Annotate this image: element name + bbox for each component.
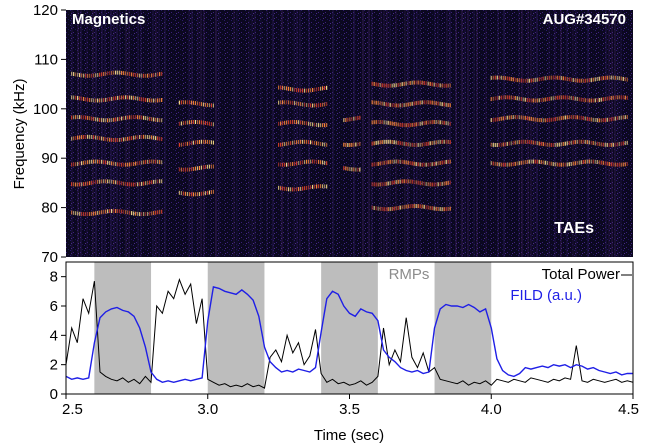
fild-line [66, 286, 633, 384]
rmp-shaded-intervals [94, 262, 492, 394]
x-tick-label: 4.5 [618, 401, 639, 418]
trace-x-axis: 2.5 3.0 3.5 4.0 4.5 [62, 394, 639, 418]
rmp-interval [434, 262, 492, 394]
trace-x-label: Time (sec) [314, 427, 384, 444]
x-tick-label: 4.0 [481, 401, 502, 418]
y-tick-label: 4 [50, 327, 58, 344]
y-tick-label: 70 [41, 249, 58, 266]
y-tick-label: 6 [50, 298, 58, 315]
legend: Total Power FILD (a.u.) [510, 266, 632, 304]
y-tick-label: 0 [50, 386, 58, 403]
y-tick-label: 2 [50, 357, 58, 374]
shot-label: AUG#34570 [543, 11, 626, 28]
rmp-label: RMPs [389, 266, 430, 283]
spectrogram-title: Magnetics [72, 11, 145, 28]
legend-fild: FILD (a.u.) [510, 287, 582, 304]
y-tick-label: 8 [50, 269, 58, 286]
time-trace-panel: RMPs Total Power FILD (a.u.) 0 2 4 6 8 2.5 3.… [50, 261, 639, 444]
x-tick-label: 3.0 [197, 401, 218, 418]
y-tick-label: 80 [41, 200, 58, 217]
spectrogram-panel: Magnetics AUG#34570 TAEs 70 80 90 100 110 120… [11, 2, 633, 266]
total-power-line [66, 278, 633, 389]
spectrogram-mode-bands [71, 70, 628, 217]
spectrogram-streaks [71, 10, 622, 257]
trace-series [66, 278, 633, 389]
x-tick-label: 2.5 [62, 401, 83, 418]
spectrogram-y-label: Frequency (kHz) [11, 79, 28, 190]
y-tick-label: 90 [41, 150, 58, 167]
rmp-interval [207, 262, 265, 394]
taes-annotation: TAEs [554, 220, 594, 237]
spectrogram-y-axis: 70 80 90 100 110 120 [33, 2, 66, 266]
trace-y-axis: 0 2 4 6 8 [50, 269, 66, 403]
spectrogram-background [66, 10, 633, 257]
x-tick-label: 3.5 [339, 401, 360, 418]
legend-total-power: Total Power [542, 266, 620, 283]
y-tick-label: 100 [33, 101, 58, 118]
y-tick-label: 110 [34, 51, 58, 68]
y-tick-label: 120 [33, 2, 58, 19]
rmp-interval [94, 262, 152, 394]
rmp-interval [321, 262, 378, 394]
